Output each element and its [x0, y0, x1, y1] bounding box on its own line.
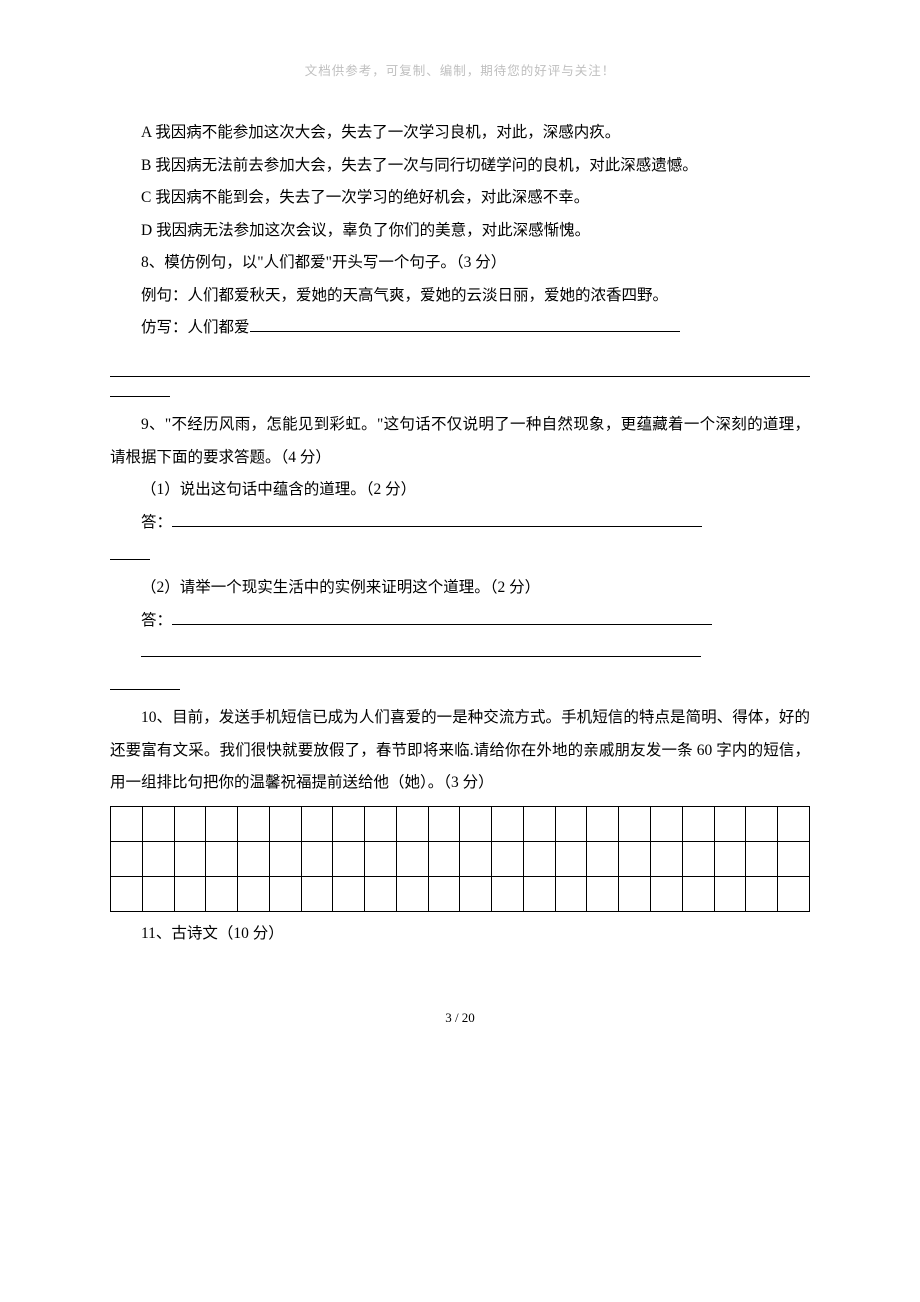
- grid-cell: [174, 876, 206, 911]
- grid-cell: [460, 876, 492, 911]
- blank-line: [250, 314, 680, 332]
- grid-cell: [111, 841, 143, 876]
- q9-part1: （1）说出这句话中蕴含的道理。（2 分）: [110, 474, 810, 507]
- grid-cell: [778, 806, 810, 841]
- grid-cell: [523, 876, 555, 911]
- answer-grid: [110, 806, 810, 912]
- grid-cell: [428, 841, 460, 876]
- blank-line: [172, 607, 712, 625]
- answer-label: 答：: [141, 612, 172, 629]
- grid-cell: [301, 876, 333, 911]
- q9-answer1: 答：: [110, 507, 810, 540]
- blank-line: [110, 345, 810, 377]
- grid-cell: [269, 841, 301, 876]
- page-header: 文档供参考，可复制、编制，期待您的好评与关注！: [110, 60, 810, 79]
- grid-cell: [682, 806, 714, 841]
- page-footer: 3 / 20: [110, 1010, 810, 1026]
- grid-cell: [746, 841, 778, 876]
- grid-cell: [365, 806, 397, 841]
- grid-cell: [269, 876, 301, 911]
- grid-cell: [587, 876, 619, 911]
- grid-cell: [555, 841, 587, 876]
- option-a: A 我因病不能参加这次大会，失去了一次学习良机，对此，深感内疚。: [110, 117, 810, 150]
- grid-cell: [174, 841, 206, 876]
- grid-cell: [492, 841, 524, 876]
- q8-prompt-label: 仿写：人们都爱: [141, 319, 250, 336]
- grid-cell: [492, 806, 524, 841]
- option-c: C 我因病不能到会，失去了一次学习的绝好机会，对此深感不幸。: [110, 182, 810, 215]
- grid-cell: [111, 876, 143, 911]
- grid-cell: [206, 841, 238, 876]
- grid-cell: [492, 876, 524, 911]
- grid-cell: [111, 806, 143, 841]
- grid-cell: [428, 806, 460, 841]
- grid-cell: [396, 876, 428, 911]
- grid-cell: [555, 876, 587, 911]
- q11-title: 11、古诗文（10 分）: [110, 918, 810, 951]
- grid-cell: [619, 841, 651, 876]
- grid-cell: [269, 806, 301, 841]
- grid-cell: [778, 876, 810, 911]
- grid-cell: [333, 806, 365, 841]
- grid-cell: [523, 841, 555, 876]
- grid-cell: [142, 876, 174, 911]
- blank-line: [172, 509, 702, 527]
- q9-part2: （2）请举一个现实生活中的实例来证明这个道理。（2 分）: [110, 572, 810, 605]
- grid-cell: [460, 841, 492, 876]
- grid-cell: [651, 806, 683, 841]
- grid-cell: [778, 841, 810, 876]
- blank-tail: [110, 540, 810, 573]
- grid-cell: [428, 876, 460, 911]
- grid-cell: [365, 841, 397, 876]
- q8-example: 例句：人们都爱秋天，爱她的天高气爽，爱她的云淡日丽，爱她的浓香四野。: [110, 280, 810, 313]
- option-b: B 我因病无法前去参加大会，失去了一次与同行切磋学问的良机，对此深感遗憾。: [110, 150, 810, 183]
- grid-cell: [587, 841, 619, 876]
- document-body: A 我因病不能参加这次大会，失去了一次学习良机，对此，深感内疚。 B 我因病无法…: [110, 117, 810, 950]
- grid-cell: [333, 841, 365, 876]
- option-d: D 我因病无法参加这次会议，辜负了你们的美意，对此深感惭愧。: [110, 215, 810, 248]
- grid-cell: [238, 806, 270, 841]
- grid-cell: [238, 876, 270, 911]
- grid-cell: [142, 806, 174, 841]
- q9-title: 9、"不经历风雨，怎能见到彩虹。"这句话不仅说明了一种自然现象，更蕴藏着一个深刻…: [110, 409, 810, 474]
- grid-cell: [746, 806, 778, 841]
- grid-cell: [651, 841, 683, 876]
- blank-tail: [110, 670, 810, 703]
- grid-cell: [206, 806, 238, 841]
- grid-cell: [619, 806, 651, 841]
- grid-cell: [238, 841, 270, 876]
- grid-cell: [174, 806, 206, 841]
- grid-cell: [301, 806, 333, 841]
- grid-cell: [651, 876, 683, 911]
- grid-cell: [714, 841, 746, 876]
- grid-cell: [619, 876, 651, 911]
- answer-label: 答：: [141, 514, 172, 531]
- grid-cell: [301, 841, 333, 876]
- grid-cell: [365, 876, 397, 911]
- q8-title: 8、模仿例句，以"人们都爱"开头写一个句子。（3 分）: [110, 247, 810, 280]
- blank-line-full: [110, 637, 810, 670]
- grid-cell: [396, 806, 428, 841]
- q9-answer2: 答：: [110, 605, 810, 638]
- q10-title: 10、目前，发送手机短信已成为人们喜爱的一是种交流方式。手机短信的特点是简明、得…: [110, 702, 810, 800]
- grid-cell: [396, 841, 428, 876]
- grid-cell: [746, 876, 778, 911]
- grid-cell: [460, 806, 492, 841]
- grid-cell: [682, 841, 714, 876]
- grid-cell: [555, 806, 587, 841]
- grid-cell: [682, 876, 714, 911]
- grid-cell: [714, 876, 746, 911]
- blank-tail: [110, 377, 810, 410]
- grid-cell: [523, 806, 555, 841]
- grid-cell: [206, 876, 238, 911]
- grid-cell: [587, 806, 619, 841]
- grid-cell: [142, 841, 174, 876]
- q8-prompt-line: 仿写：人们都爱: [110, 312, 810, 345]
- grid-cell: [714, 806, 746, 841]
- grid-cell: [333, 876, 365, 911]
